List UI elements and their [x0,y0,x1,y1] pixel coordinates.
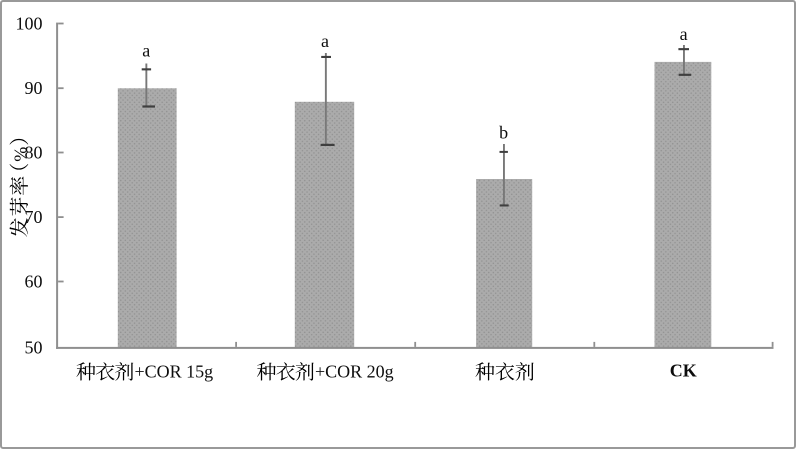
svg-text:100: 100 [16,14,43,34]
svg-text:a: a [142,40,150,60]
svg-text:70: 70 [25,207,43,227]
svg-text:+COR 15g: +COR 15g [135,362,214,382]
svg-text:a: a [680,24,688,44]
svg-text:+COR 20g: +COR 20g [315,362,394,382]
svg-text:a: a [321,31,329,51]
svg-text:60: 60 [25,271,43,291]
svg-text:b: b [499,122,508,142]
svg-text:%: % [11,147,31,162]
svg-text:50: 50 [25,337,43,357]
svg-text:90: 90 [25,78,43,98]
svg-text:80: 80 [25,143,43,163]
svg-text:CK: CK [670,361,697,381]
